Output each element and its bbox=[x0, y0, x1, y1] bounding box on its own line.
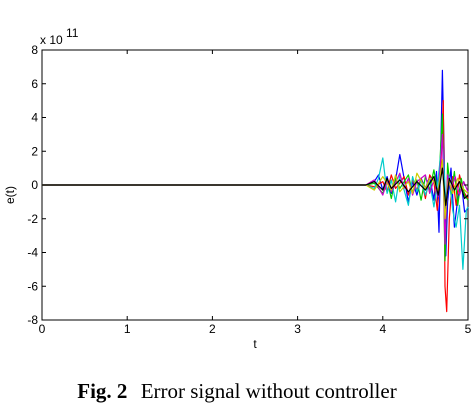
y-tick-label: 2 bbox=[31, 144, 38, 158]
y-exponent-base: x 10 bbox=[40, 33, 63, 47]
caption-text: Error signal without controller bbox=[141, 379, 397, 403]
y-tick-label: 6 bbox=[31, 77, 38, 91]
series-layer bbox=[42, 69, 469, 313]
y-tick-label: -8 bbox=[27, 313, 38, 327]
y-axis-label: e(t) bbox=[3, 186, 17, 204]
x-axis-label: t bbox=[253, 337, 257, 351]
x-tick-label: 3 bbox=[294, 322, 301, 336]
series-line-7 bbox=[42, 167, 469, 206]
figure-caption: Fig. 2 Error signal without controller bbox=[77, 379, 396, 403]
y-tick-label: 0 bbox=[31, 178, 38, 192]
x-tick-label: 0 bbox=[39, 322, 46, 336]
y-tick-label: 8 bbox=[31, 43, 38, 57]
x-tick-label: 4 bbox=[379, 322, 386, 336]
caption-label: Fig. 2 bbox=[77, 379, 127, 403]
x-tick-label: 1 bbox=[124, 322, 131, 336]
y-exponent-power: 11 bbox=[66, 26, 79, 40]
y-tick-label: -2 bbox=[27, 212, 38, 226]
x-tick-label: 5 bbox=[465, 322, 472, 336]
x-tick-label: 2 bbox=[209, 322, 216, 336]
y-tick-label: -6 bbox=[27, 279, 38, 293]
y-tick-label: -4 bbox=[27, 246, 38, 260]
y-tick-label: 4 bbox=[31, 111, 38, 125]
tick-layer: 0 1 2 3 4 5 -8 -6 -4 -2 0 2 4 6 8 bbox=[27, 43, 471, 336]
